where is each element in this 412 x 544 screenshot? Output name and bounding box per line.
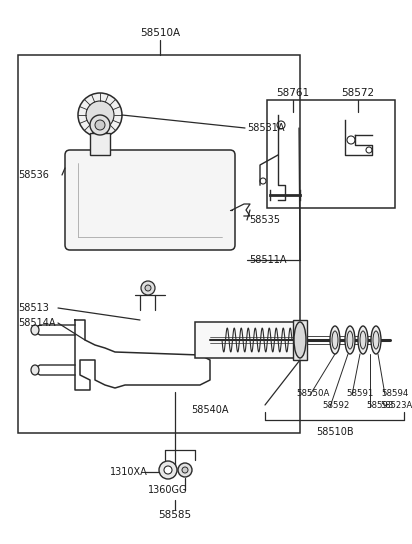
Ellipse shape: [358, 326, 368, 354]
Text: 58531A: 58531A: [247, 123, 285, 133]
Bar: [18, 55, 300, 433]
Circle shape: [78, 93, 122, 137]
Bar: [195, 322, 300, 358]
Circle shape: [145, 285, 151, 291]
Text: 58511A: 58511A: [249, 255, 286, 265]
Ellipse shape: [360, 331, 366, 349]
Text: 58513: 58513: [18, 303, 49, 313]
Text: 58510A: 58510A: [140, 28, 180, 38]
Ellipse shape: [371, 326, 381, 354]
Ellipse shape: [330, 326, 340, 354]
Ellipse shape: [332, 331, 338, 349]
Text: 58514A: 58514A: [18, 318, 56, 328]
Circle shape: [159, 461, 177, 479]
Text: 58585: 58585: [159, 510, 192, 520]
Text: 1360GG: 1360GG: [148, 485, 188, 495]
Text: 58592: 58592: [322, 400, 349, 410]
Text: 58591: 58591: [346, 388, 373, 398]
Circle shape: [164, 466, 172, 474]
Bar: [293, 320, 307, 360]
Circle shape: [86, 101, 114, 129]
Circle shape: [182, 467, 188, 473]
Circle shape: [90, 115, 110, 135]
Text: 58540A: 58540A: [191, 405, 229, 415]
Text: 58572: 58572: [342, 88, 375, 98]
Text: 58523A: 58523A: [380, 400, 412, 410]
Text: 1310XA: 1310XA: [110, 467, 148, 477]
Bar: [90, 133, 110, 155]
Circle shape: [178, 463, 192, 477]
Bar: [267, 100, 395, 208]
Text: 58594: 58594: [381, 388, 408, 398]
Text: 58550A: 58550A: [296, 388, 329, 398]
Ellipse shape: [373, 331, 379, 349]
Ellipse shape: [31, 365, 39, 375]
Ellipse shape: [347, 331, 353, 349]
Text: 58593: 58593: [366, 400, 393, 410]
Ellipse shape: [345, 326, 355, 354]
Ellipse shape: [294, 322, 306, 358]
Text: 58761: 58761: [276, 88, 309, 98]
Circle shape: [141, 281, 155, 295]
Text: 58510B: 58510B: [316, 427, 354, 437]
FancyBboxPatch shape: [65, 150, 235, 250]
Circle shape: [95, 120, 105, 130]
Ellipse shape: [31, 325, 39, 335]
Text: 58536: 58536: [18, 170, 49, 180]
Text: 58535: 58535: [249, 215, 280, 225]
